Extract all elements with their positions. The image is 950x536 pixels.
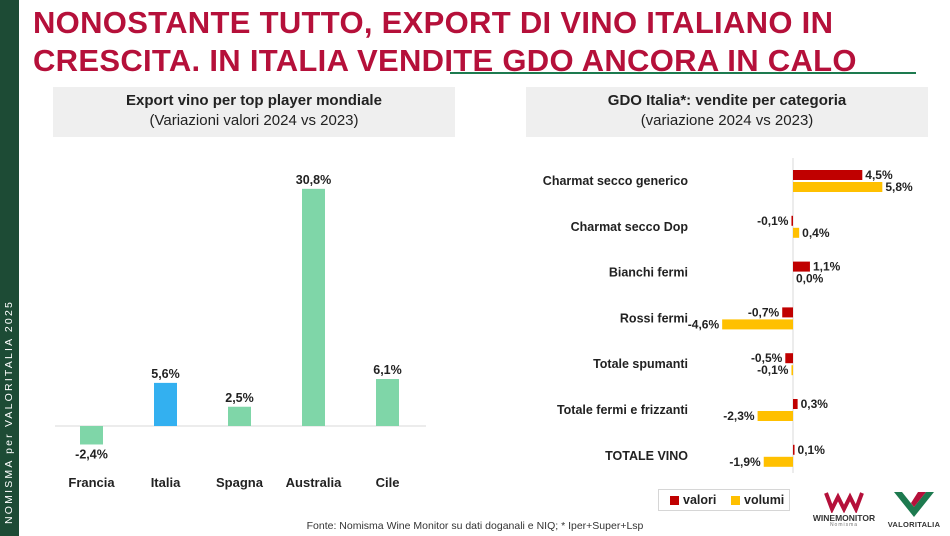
gdo-value-label-volumi-totale-vino: -1,9% — [729, 455, 761, 469]
gdo-chart-title: GDO Italia*: vendite per categoria — [607, 92, 847, 109]
gdo-value-label-valori-rossi-fermi: -0,7% — [748, 305, 780, 319]
gdo-value-label-valori-charmat-secco-generico: 4,5% — [865, 168, 893, 182]
winemonitor-wordmark: WINEMONITOR — [812, 513, 876, 523]
gdo-category-label-bianchi-fermi: Bianchi fermi — [609, 266, 688, 280]
winemonitor-subtitle: Nomisma — [829, 522, 859, 528]
gdo-value-label-volumi-bianchi-fermi: 0,0% — [796, 272, 824, 286]
legend-label-valori: valori — [683, 493, 717, 507]
gdo-value-label-valori-charmat-secco-dop: -0,1% — [757, 214, 789, 228]
sidebar-band: NOMISMA per VALORITALIA 2025 — [0, 0, 19, 536]
gdo-bar-valori-charmat-secco-generico — [793, 170, 863, 180]
headline-underline — [450, 72, 916, 74]
gdo-bar-valori-totale-fermi-e-frizzanti — [793, 399, 798, 409]
export-category-label-francia: Francia — [68, 475, 115, 490]
gdo-bar-volumi-charmat-secco-dop — [793, 227, 800, 238]
export-chart-title-box: Export vino per top player mondiale (Var… — [53, 87, 455, 137]
gdo-value-label-volumi-totale-spumanti: -0,1% — [757, 363, 789, 377]
legend-label-volumi: volumi — [744, 493, 785, 507]
export-bar-francia — [80, 426, 103, 445]
export-value-label-australia: 30,8% — [296, 173, 331, 187]
valoritalia-logo: VALORITALIA — [884, 489, 944, 533]
gdo-bar-volumi-rossi-fermi — [722, 319, 793, 330]
gdo-bar-volumi-totale-fermi-e-frizzanti — [757, 411, 793, 421]
gdo-value-label-volumi-charmat-secco-dop: 0,4% — [802, 226, 830, 240]
export-chart-title: Export vino per top player mondiale — [126, 92, 382, 109]
gdo-chart-subtitle: (variazione 2024 vs 2023) — [640, 112, 814, 129]
export-value-label-francia: -2,4% — [75, 447, 108, 461]
gdo-category-label-charmat-secco-dop: Charmat secco Dop — [571, 220, 689, 234]
gdo-bar-valori-charmat-secco-dop — [791, 215, 793, 226]
gdo-value-label-valori-totale-spumanti: -0,5% — [751, 351, 783, 365]
gdo-bar-volumi-totale-vino — [763, 456, 793, 467]
winemonitor-mark-icon — [824, 492, 864, 514]
gdo-category-label-rossi-fermi: Rossi fermi — [620, 311, 688, 325]
headline-line-1: NONOSTANTE TUTTO, EXPORT DI VINO ITALIAN… — [33, 5, 834, 40]
valoritalia-wordmark: VALORITALIA — [887, 520, 941, 529]
gdo-value-label-valori-totale-vino: 0,1% — [798, 443, 826, 457]
export-value-label-cile: 6,1% — [373, 363, 402, 377]
export-chart-subtitle: (Variazioni valori 2024 vs 2023) — [149, 112, 359, 129]
export-category-label-australia: Australia — [286, 475, 342, 490]
export-bar-spagna — [228, 406, 251, 426]
gdo-chart-title-box: GDO Italia*: vendite per categoria (vari… — [526, 87, 928, 137]
source-note: Fonte: Nomisma Wine Monitor su dati doga… — [306, 520, 644, 532]
winemonitor-logo: WINEMONITOR Nomisma — [808, 491, 880, 531]
gdo-value-label-volumi-rossi-fermi: -4,6% — [688, 317, 720, 331]
legend-swatch-valori — [670, 496, 679, 505]
gdo-value-label-valori-bianchi-fermi: 1,1% — [813, 260, 841, 274]
export-bar-italia — [154, 382, 177, 426]
gdo-bar-volumi-charmat-secco-generico — [793, 182, 883, 192]
export-category-label-cile: Cile — [376, 475, 400, 490]
gdo-category-label-totale-spumanti: Totale spumanti — [593, 357, 688, 371]
gdo-category-label-totale-vino: TOTALE VINO — [605, 449, 688, 463]
gdo-category-label-charmat-secco-generico: Charmat secco generico — [543, 174, 689, 188]
slide-headline: NONOSTANTE TUTTO, EXPORT DI VINO ITALIAN… — [33, 4, 933, 80]
export-category-label-italia: Italia — [151, 475, 181, 490]
export-category-label-spagna: Spagna — [216, 475, 264, 490]
gdo-value-label-volumi-totale-fermi-e-frizzanti: -2,3% — [723, 409, 755, 423]
gdo-value-label-volumi-charmat-secco-generico: 5,8% — [885, 180, 913, 194]
export-bar-australia — [302, 188, 325, 426]
gdo-value-label-valori-totale-fermi-e-frizzanti: 0,3% — [801, 397, 829, 411]
legend-swatch-volumi — [731, 496, 740, 505]
gdo-bar-valori-bianchi-fermi — [793, 261, 810, 272]
valoritalia-mark-icon — [894, 492, 934, 517]
gdo-bar-valori-totale-spumanti — [785, 353, 793, 364]
gdo-chart-legend: valori volumi — [658, 489, 790, 511]
gdo-bar-valori-totale-vino — [793, 444, 795, 455]
export-bar-cile — [376, 379, 399, 426]
gdo-category-label-totale-fermi-e-frizzanti: Totale fermi e frizzanti — [557, 403, 688, 417]
export-value-label-spagna: 2,5% — [225, 391, 254, 405]
export-value-label-italia: 5,6% — [151, 367, 180, 381]
gdo-bar-volumi-totale-spumanti — [791, 365, 793, 376]
gdo-bar-valori-rossi-fermi — [782, 307, 793, 318]
